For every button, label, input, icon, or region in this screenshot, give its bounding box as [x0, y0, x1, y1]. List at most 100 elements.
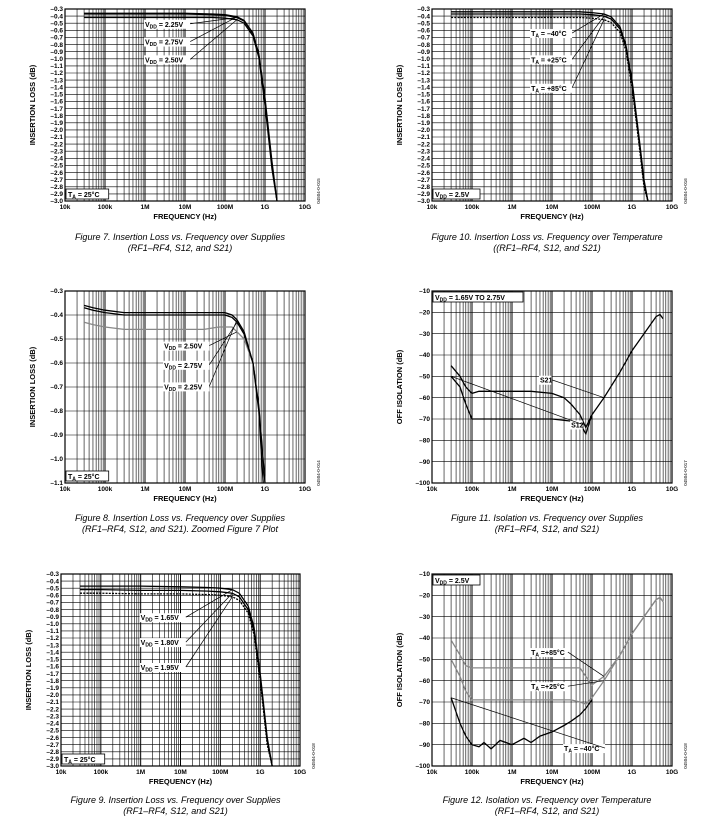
- series-annotation: VDD = 2.75V: [145, 40, 184, 49]
- x-axis-label: FREQUENCY (Hz): [149, 777, 213, 786]
- y-tick-label: –1.3: [50, 77, 63, 84]
- x-tick-label: 100M: [217, 204, 233, 211]
- plot-frame: [60, 573, 301, 767]
- y-axis-label: OFF ISOLATION (dB): [395, 349, 404, 424]
- y-tick-label: –1.0: [50, 456, 63, 463]
- series-annotation: VDD = 2.50V: [145, 57, 184, 65]
- y-tick-label: –2.1: [46, 699, 59, 706]
- y-tick-label: –1.5: [417, 92, 430, 99]
- leader-line: [189, 19, 238, 60]
- leader-line: [571, 19, 605, 88]
- y-tick-label: –0.9: [50, 432, 63, 439]
- y-tick-label: –0.5: [46, 585, 59, 592]
- condition-box: [432, 574, 481, 586]
- y-tick-label: –2.2: [46, 706, 59, 713]
- x-tick-label: 1G: [256, 769, 265, 776]
- figure-caption: ((RF1–RF4, S12, and S21): [493, 243, 601, 253]
- y-tick-label: –100: [416, 763, 431, 770]
- series-annotation: VDD = 2.25V: [145, 22, 184, 31]
- y-tick-label: –1.4: [50, 84, 63, 91]
- x-tick-label: 10G: [299, 204, 311, 211]
- x-tick-label: 10M: [179, 204, 192, 211]
- figure-caption: (RF1–RF4, S12, and S21). Zoomed Figure 7…: [82, 524, 279, 534]
- x-axis-label: FREQUENCY (Hz): [153, 212, 217, 221]
- y-tick-label: –0.8: [46, 607, 59, 614]
- y-tick-label: –0.7: [50, 35, 63, 42]
- condition-label: VDD = 1.65V TO 2.75V: [435, 295, 505, 304]
- y-tick-label: –2.9: [46, 756, 59, 763]
- y-tick-label: –2.7: [46, 742, 59, 749]
- plot-frame: [431, 8, 673, 202]
- x-tick-label: 10k: [56, 769, 67, 776]
- y-tick-label: –3.0: [50, 198, 63, 205]
- y-tick-label: –0.4: [46, 578, 59, 585]
- y-tick-label: –1.3: [46, 642, 59, 649]
- y-tick-label: –1.5: [46, 657, 59, 664]
- x-tick-label: 10G: [299, 486, 311, 493]
- series-annotation: TA = –40°C: [564, 745, 599, 755]
- series-annotation: VDD = 2.25V: [164, 384, 203, 393]
- x-tick-label: 10k: [427, 204, 438, 211]
- series-line: [80, 585, 273, 767]
- y-tick-label: –2.3: [46, 713, 59, 720]
- y-tick-label: –0.5: [50, 336, 63, 343]
- figure-code: 04504-0-018: [311, 743, 316, 769]
- figure-caption: (RF1–RF4, S12, and S21): [495, 524, 600, 534]
- y-tick-label: –2.5: [417, 163, 430, 170]
- y-tick-label: –0.3: [46, 571, 59, 578]
- leader-line: [190, 17, 238, 25]
- x-tick-label: 1G: [628, 486, 637, 493]
- plot-frame: [431, 573, 673, 767]
- condition-label: TA = 25°C: [64, 756, 96, 766]
- y-tick-label: –0.7: [50, 384, 63, 391]
- series-annotation: TA = +85°C: [531, 85, 567, 95]
- x-tick-label: 10G: [666, 769, 678, 776]
- series-annotation: S12: [571, 423, 584, 430]
- y-tick-label: –1.0: [50, 56, 63, 63]
- condition-box: [432, 188, 481, 200]
- x-axis-label: FREQUENCY (Hz): [520, 212, 584, 221]
- leader-line: [208, 319, 238, 387]
- condition-box: [65, 470, 110, 482]
- condition-label: VDD = 2.5V: [435, 578, 470, 587]
- y-tick-label: –0.7: [46, 600, 59, 607]
- y-tick-label: –0.9: [46, 614, 59, 621]
- y-tick-label: –60: [419, 678, 430, 685]
- y-tick-label: –0.4: [50, 312, 63, 319]
- series-line: [450, 697, 593, 750]
- y-tick-label: –2.0: [46, 692, 59, 699]
- y-tick-label: –0.5: [50, 20, 63, 27]
- x-tick-label: 10M: [546, 486, 559, 493]
- figure-caption: (RF1–RF4, S12, and S21): [123, 806, 228, 816]
- chart-1: –0.3–0.4–0.5–0.6–0.7–0.8–0.9–1.0–1.1–1.2…: [28, 6, 321, 253]
- y-tick-label: –1.3: [417, 77, 430, 84]
- y-tick-label: –60: [419, 395, 430, 402]
- y-axis-label: OFF ISOLATION (dB): [395, 632, 404, 707]
- y-tick-label: –10: [419, 571, 430, 578]
- x-tick-label: 10k: [427, 769, 438, 776]
- x-tick-label: 1M: [140, 486, 149, 493]
- x-tick-label: 100M: [584, 769, 600, 776]
- y-tick-label: –20: [419, 593, 430, 600]
- condition-label: TA = 25°C: [68, 191, 100, 201]
- y-tick-label: –90: [419, 742, 430, 749]
- y-tick-label: –0.6: [46, 593, 59, 600]
- x-axis-label: FREQUENCY (Hz): [520, 494, 584, 503]
- y-tick-label: –2.5: [50, 163, 63, 170]
- y-tick-label: –1.6: [50, 99, 63, 106]
- y-axis-label: INSERTION LOSS (dB): [24, 629, 33, 710]
- x-tick-label: 100k: [94, 769, 109, 776]
- x-tick-label: 100M: [584, 204, 600, 211]
- plot-frame: [64, 290, 306, 484]
- y-tick-label: –80: [419, 438, 430, 445]
- leader-line: [551, 379, 605, 398]
- series-annotation: VDD = 1.95V: [141, 665, 180, 674]
- series-line: [80, 592, 273, 767]
- series-annotation: TA = –40°C: [531, 30, 566, 40]
- y-tick-label: –2.6: [50, 170, 63, 177]
- grid: [431, 573, 673, 767]
- y-tick-label: –2.2: [417, 141, 430, 148]
- series-annotation: VDD = 2.50V: [164, 344, 203, 353]
